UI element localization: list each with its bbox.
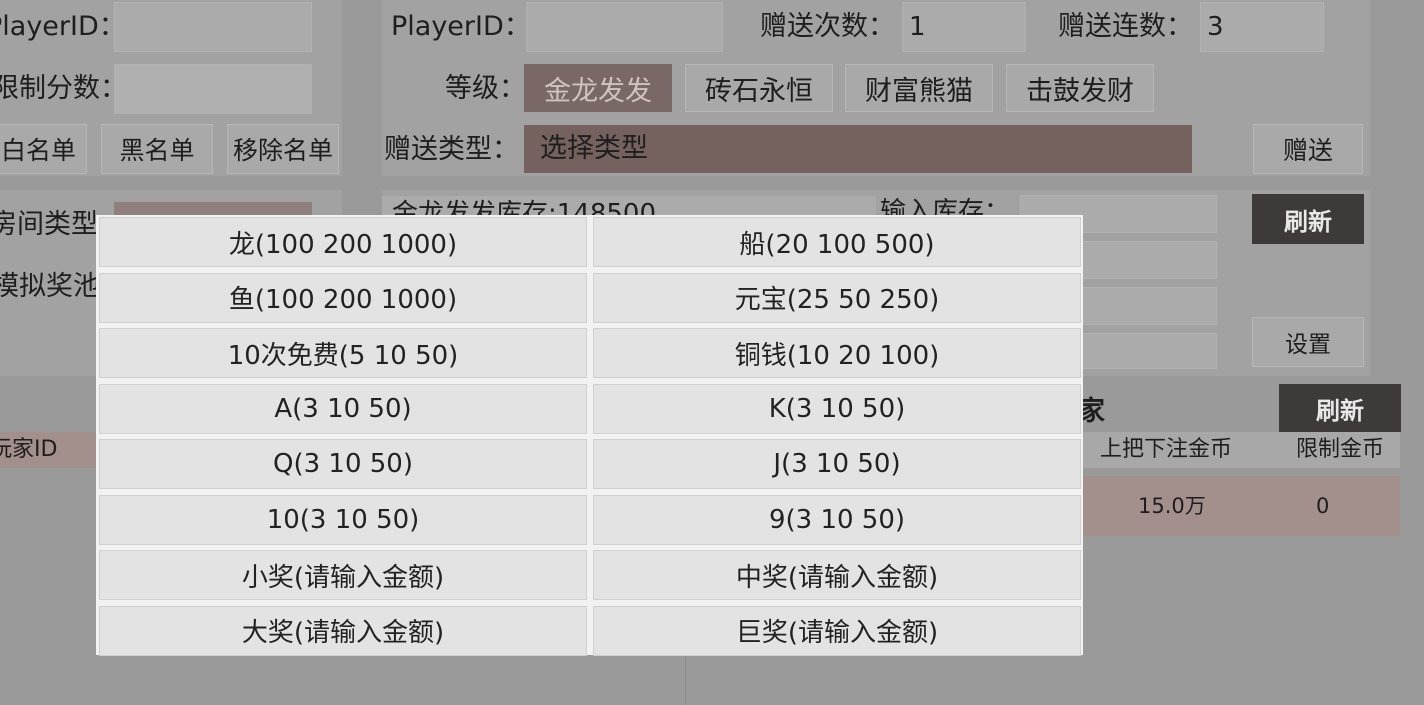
option-button[interactable]: 10次免费(5 10 50) [99,328,587,378]
level-button[interactable]: 财富熊猫 [845,64,993,112]
column-header: 限制金币 [1296,437,1385,462]
input[interactable] [526,2,723,52]
column-header: 上把下注金币 [1100,437,1233,462]
label: 房间类型 [0,209,98,240]
label: 限制分数： [0,73,127,104]
button[interactable]: 黑名单 [101,124,213,174]
option-button[interactable]: K(3 10 50) [593,383,1081,434]
label: PlayerID： [391,11,531,42]
option-button[interactable]: 船(20 100 500) [593,217,1081,267]
set-button[interactable]: 设置 [1252,317,1364,367]
option-button[interactable]: 铜钱(10 20 100) [593,328,1081,378]
level-button[interactable]: 金龙发发 [524,64,672,112]
table-row[interactable] [1083,476,1400,536]
refresh-button[interactable]: 刷新 [1279,384,1401,432]
option-button[interactable]: 鱼(100 200 1000) [99,272,587,323]
button[interactable]: 移除名单 [227,124,339,174]
label: 等级： [445,73,526,104]
level-button[interactable]: 击鼓发财 [1006,64,1154,112]
cell: 15.0万 [1138,494,1206,518]
table-header-bg [1083,432,1400,468]
cell: 0 [1316,494,1330,518]
label: 模拟奖池 [0,271,100,302]
option-button[interactable]: 中奖(请输入金额) [593,550,1081,600]
level-button[interactable]: 砖石永恒 [685,64,833,112]
option-button[interactable]: A(3 10 50) [99,383,587,434]
option-button[interactable]: 龙(100 200 1000) [99,217,587,267]
label: 赠送次数： [760,11,895,42]
input[interactable] [114,64,312,114]
input[interactable] [114,2,312,52]
label: 赠送类型： [384,134,519,165]
label: 赠送连数： [1058,11,1193,42]
option-button[interactable]: J(3 10 50) [593,439,1081,489]
option-button[interactable]: 元宝(25 50 250) [593,272,1081,323]
input[interactable] [1020,195,1217,233]
input[interactable]: 1 [902,2,1026,52]
input[interactable]: 3 [1200,2,1324,52]
option-button[interactable]: Q(3 10 50) [99,439,587,489]
option-button[interactable]: 巨奖(请输入金额) [593,605,1081,656]
button[interactable]: 白名单 [0,124,87,174]
label: PlayerID： [0,11,126,42]
option-button[interactable]: 10(3 10 50) [99,494,587,545]
table-header: 玩家ID [0,437,58,462]
button[interactable]: 赠送 [1253,124,1363,174]
option-button[interactable]: 小奖(请输入金额) [99,550,587,600]
popup-menu: 龙(100 200 1000) 船(20 100 500) 鱼(100 200 10… [96,215,1083,656]
option-button[interactable]: 9(3 10 50) [593,494,1081,545]
refresh-button[interactable]: 刷新 [1252,194,1364,244]
select[interactable]: 选择类型 [524,125,1192,173]
option-button[interactable]: 大奖(请输入金额) [99,605,587,656]
